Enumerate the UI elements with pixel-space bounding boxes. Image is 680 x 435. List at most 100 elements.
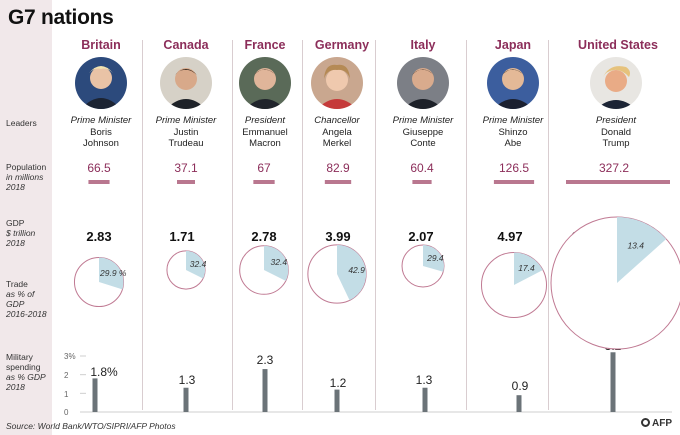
military-bar [262,369,268,412]
trade-label: 32.4 [190,259,207,269]
military-value: 1.3 [415,373,433,387]
military-label-sub1: spending [6,362,41,372]
military-bar [422,387,428,412]
military-bar [183,387,189,412]
trade-slice [186,250,206,279]
military-bar [92,378,98,412]
population-value: 126.5 [498,161,530,175]
leader-portrait [75,57,127,109]
military-tick-3: 3% [64,352,76,361]
leader-info: President Donald Trump [566,115,666,150]
leader-first-name: Donald [600,126,632,138]
trade-label-year: 2016-2018 [6,309,47,319]
gdp-label-title: GDP [6,218,25,228]
leader-role: Chancellor [314,115,360,126]
military-label-year: 2018 [6,382,25,392]
leader-portrait [397,57,449,109]
country-name: France [244,38,286,52]
population-bar [253,180,275,184]
page-title: G7 nations [8,6,114,29]
gdp-label-sub: $ trillion [6,228,36,238]
population-value: 37.1 [174,161,198,175]
label-panel [0,0,52,435]
afp-logo: AFP [641,418,672,429]
population-value: 327.2 [598,161,630,175]
leader-first-name: Boris [90,126,112,138]
leader-role: Prime Minister [392,115,454,126]
leader-last-name: Trump [602,138,630,149]
leader-role: Prime Minister [482,115,544,126]
leader-first-name: Angela [322,126,352,138]
population-bar [493,180,535,184]
military-tick-2: 2 [64,371,69,380]
leader-role: Prime Minister [155,115,217,126]
leader-info: Prime Minister Shinzo Abe [463,115,563,150]
column-divider [548,40,549,410]
leader-role: President [595,115,637,126]
gdp-value: 1.71 [169,229,195,244]
gdp-value: 3.99 [325,229,351,244]
military-bar [334,389,340,412]
gdp-value: 4.97 [497,229,523,244]
column-divider [302,40,303,410]
afp-logo-icon [641,418,650,427]
trade-label: 32.4 [271,257,288,267]
trade-label-title: Trade [6,279,28,289]
population-value: 82.9 [326,161,350,175]
trade-slice [99,257,124,290]
population-bar [412,180,432,184]
column-divider [375,40,376,410]
military-value: 2.3 [256,353,274,367]
trade-label: 42.9 [348,265,365,275]
military-tick-1: 1 [64,390,69,399]
afp-logo-text: AFP [652,418,672,429]
military-value: 1.3 [178,373,196,387]
military-label-sub2: as % GDP [6,372,46,382]
column-divider [466,40,467,410]
leader-info: Prime Minister Boris Johnson [51,115,151,150]
country-name: Japan [494,38,532,52]
gdp-value: 2.78 [251,229,277,244]
population-value: 66.5 [87,161,111,175]
trade-label: 29.4 [426,253,444,263]
leaders-label: Leaders [6,118,37,128]
leader-first-name: Shinzo [498,126,528,138]
population-label-sub: in millions [6,172,44,182]
country-name: Britain [81,38,121,52]
population-bar [566,180,670,184]
population-label-title: Population [6,162,47,172]
country-name: United States [578,38,658,52]
population-value: 67 [257,161,271,175]
column-divider [142,40,143,410]
leader-last-name: Abe [504,138,522,149]
leader-info: President Emmanuel Macron [215,115,315,150]
leader-role: Prime Minister [70,115,132,126]
column-divider [232,40,233,410]
trade-slice [337,244,367,301]
leader-first-name: Giuseppe [402,126,444,138]
population-label: Population in millions 2018 [6,162,66,192]
leader-portrait [160,57,212,109]
trade-label: 17.4 [518,263,535,273]
military-tick-0: 0 [64,408,69,417]
population-value: 60.4 [410,161,434,175]
military-label-title: Military [6,352,33,362]
population-bar [177,180,195,184]
leader-portrait [487,57,539,109]
military-label: Military spending as % GDP 2018 [6,352,66,392]
leader-info: Prime Minister Giuseppe Conte [373,115,473,150]
trade-slice [264,245,289,281]
leader-first-name: Emmanuel [242,126,288,138]
trade-slice [514,252,543,285]
leader-info: Prime Minister Justin Trudeau [136,115,236,150]
military-bar [610,352,616,412]
military-value: 0.9 [511,379,529,393]
leader-last-name: Macron [249,138,281,149]
population-bar [324,180,352,184]
military-value: 1.2 [329,376,347,390]
gdp-label: GDP $ trillion 2018 [6,218,66,248]
military-bar [516,395,522,412]
gdp-value: 2.07 [408,229,434,244]
trade-label-sub1: as % of [6,289,35,299]
